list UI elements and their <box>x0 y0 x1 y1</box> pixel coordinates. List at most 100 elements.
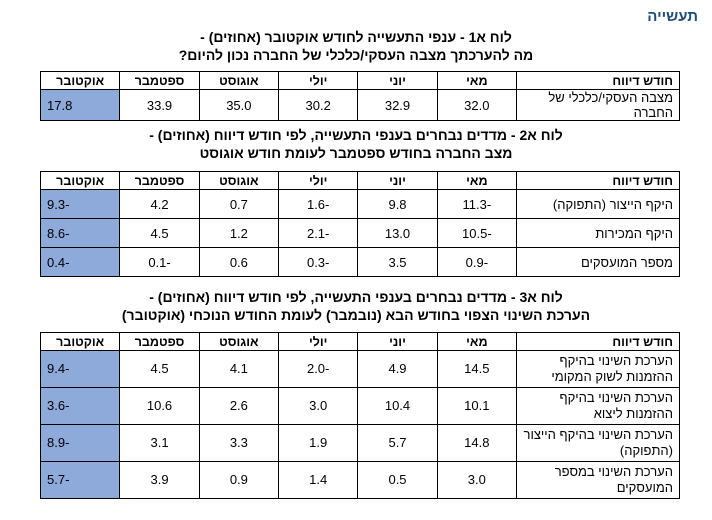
month-header-october: אוקטובר <box>39 71 121 90</box>
value-cell: 10.6 <box>119 387 200 425</box>
value-cell: 2.6 <box>198 387 280 425</box>
month-header-september: ספטמבר <box>119 171 200 190</box>
table3-header-row: חודש דיווח מאי יוני יולי אוגוסט ספטמבר א… <box>39 332 680 351</box>
value-cell: 14.5 <box>436 350 518 388</box>
value-cell: 4.2 <box>119 189 200 219</box>
table1-title: לוח א1 - ענפי התעשייה לחודש אוקטובר (אחו… <box>40 28 672 64</box>
month-header-july: יולי <box>278 71 359 90</box>
value-cell: 3.1 <box>119 424 200 462</box>
month-header-august: אוגוסט <box>198 171 280 190</box>
value-cell: -1.6 <box>278 189 359 219</box>
value-cell: -11.3 <box>436 189 518 219</box>
table-row: הערכת השינוי בהיקף ההזמנות ליצוא 10.1 10… <box>39 387 680 425</box>
value-cell: 0.6 <box>198 247 280 277</box>
row-header-cell: חודש דיווח <box>516 171 680 190</box>
table-row: מצבה העסקי/כלכלי של החברה 32.0 32.9 30.2… <box>39 89 680 121</box>
row-label: מספר המועסקים <box>516 247 680 277</box>
row-label: מצבה העסקי/כלכלי של החברה <box>516 89 680 121</box>
highlighted-value-cell: -9.3 <box>39 189 121 219</box>
table2-title: לוח א2 - מדדים נבחרים בענפי התעשייה, לפי… <box>40 126 672 162</box>
table3-title: לוח א3 - מדדים נבחרים בענפי התעשייה, לפי… <box>40 288 672 324</box>
table2-title-line2: מצב החברה בחודש ספטמבר לעומת חודש אוגוסט <box>199 145 513 161</box>
value-cell: 3.0 <box>436 461 518 499</box>
highlighted-value-cell: 17.8 <box>39 89 121 121</box>
table1-header-row: חודש דיווח מאי יוני יולי אוגוסט ספטמבר א… <box>39 71 680 90</box>
value-cell: 3.0 <box>278 387 359 425</box>
month-header-october: אוקטובר <box>39 332 121 351</box>
value-cell: 4.5 <box>119 218 200 248</box>
month-header-september: ספטמבר <box>119 71 200 90</box>
table2-header-row: חודש דיווח מאי יוני יולי אוגוסט ספטמבר א… <box>39 171 680 190</box>
row-label: הערכת השינוי בהיקף הייצור (התפוקה) <box>516 424 680 462</box>
month-header-july: יולי <box>278 171 359 190</box>
table-row: הערכת השינוי בהיקף ההזמנות לשוק המקומי 1… <box>39 350 680 388</box>
table2: חודש דיווח מאי יוני יולי אוגוסט ספטמבר א… <box>39 171 680 277</box>
highlighted-value-cell: -8.9 <box>39 424 121 462</box>
table-row: הערכת השינוי בהיקף הייצור (התפוקה) 14.8 … <box>39 424 680 462</box>
table-row: היקף הייצור (התפוקה) -11.3 9.8 -1.6 0.7 … <box>39 189 680 219</box>
table3-title-line1: לוח א3 - מדדים נבחרים בענפי התעשייה, לפי… <box>149 289 563 305</box>
value-cell: 0.5 <box>357 461 438 499</box>
value-cell: 3.9 <box>119 461 200 499</box>
table-row: היקף המכירות -10.5 13.0 -2.1 1.2 4.5 -8.… <box>39 218 680 248</box>
value-cell: 1.4 <box>278 461 359 499</box>
month-header-june: יוני <box>357 71 438 90</box>
value-cell: 4.1 <box>198 350 280 388</box>
value-cell: -10.5 <box>436 218 518 248</box>
month-header-may: מאי <box>436 332 518 351</box>
value-cell: -0.1 <box>119 247 200 277</box>
value-cell: 1.9 <box>278 424 359 462</box>
month-header-august: אוגוסט <box>198 71 280 90</box>
table1: חודש דיווח מאי יוני יולי אוגוסט ספטמבר א… <box>39 71 680 121</box>
row-label: היקף המכירות <box>516 218 680 248</box>
row-label: היקף הייצור (התפוקה) <box>516 189 680 219</box>
month-header-may: מאי <box>436 71 518 90</box>
value-cell: 1.2 <box>198 218 280 248</box>
row-header-cell: חודש דיווח <box>516 332 680 351</box>
table-row: הערכת השינוי במספר המועסקים 3.0 0.5 1.4 … <box>39 461 680 499</box>
table3-title-line2: הערכת השינוי הצפוי בחודש הבא (נובמבר) לע… <box>121 307 591 323</box>
value-cell: 3.3 <box>198 424 280 462</box>
value-cell: 32.9 <box>357 89 438 121</box>
value-cell: 3.5 <box>357 247 438 277</box>
month-header-august: אוגוסט <box>198 332 280 351</box>
table-row: מספר המועסקים -0.9 3.5 -0.3 0.6 -0.1 -0.… <box>39 247 680 277</box>
value-cell: 0.9 <box>198 461 280 499</box>
value-cell: 30.2 <box>278 89 359 121</box>
highlighted-value-cell: -0.4 <box>39 247 121 277</box>
value-cell: 0.7 <box>198 189 280 219</box>
month-header-october: אוקטובר <box>39 171 121 190</box>
table3: חודש דיווח מאי יוני יולי אוגוסט ספטמבר א… <box>39 332 680 499</box>
highlighted-value-cell: -5.7 <box>39 461 121 499</box>
highlighted-value-cell: -9.4 <box>39 350 121 388</box>
row-label: הערכת השינוי במספר המועסקים <box>516 461 680 499</box>
value-cell: 14.8 <box>436 424 518 462</box>
highlighted-value-cell: -3.6 <box>39 387 121 425</box>
value-cell: -2.0 <box>278 350 359 388</box>
month-header-july: יולי <box>278 332 359 351</box>
value-cell: 33.9 <box>119 89 200 121</box>
table2-title-line1: לוח א2 - מדדים נבחרים בענפי התעשייה, לפי… <box>149 127 563 143</box>
value-cell: 4.9 <box>357 350 438 388</box>
value-cell: 35.0 <box>198 89 280 121</box>
row-header-cell: חודש דיווח <box>516 71 680 90</box>
table1-title-line1: לוח א1 - ענפי התעשייה לחודש אוקטובר (אחו… <box>200 29 512 45</box>
value-cell: 5.7 <box>357 424 438 462</box>
value-cell: -0.3 <box>278 247 359 277</box>
value-cell: 4.5 <box>119 350 200 388</box>
row-label: הערכת השינוי בהיקף ההזמנות לשוק המקומי <box>516 350 680 388</box>
value-cell: 10.4 <box>357 387 438 425</box>
month-header-june: יוני <box>357 332 438 351</box>
month-header-september: ספטמבר <box>119 332 200 351</box>
row-label: הערכת השינוי בהיקף ההזמנות ליצוא <box>516 387 680 425</box>
value-cell: 10.1 <box>436 387 518 425</box>
month-header-may: מאי <box>436 171 518 190</box>
value-cell: -2.1 <box>278 218 359 248</box>
value-cell: -0.9 <box>436 247 518 277</box>
month-header-june: יוני <box>357 171 438 190</box>
table1-title-line2: מה להערכתך מצבה העסקי/כלכלי של החברה נכו… <box>178 47 534 63</box>
value-cell: 32.0 <box>436 89 518 121</box>
highlighted-value-cell: -8.6 <box>39 218 121 248</box>
section-title: תעשייה <box>647 8 698 25</box>
value-cell: 13.0 <box>357 218 438 248</box>
